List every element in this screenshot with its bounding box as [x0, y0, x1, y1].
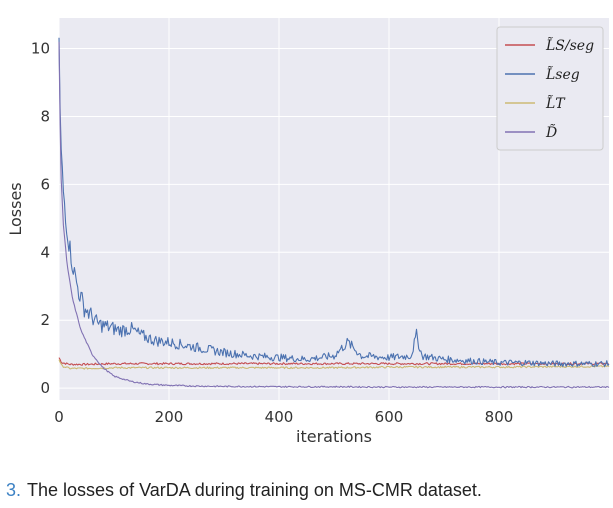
legend-label: L̃S/seg [545, 36, 594, 54]
x-tick-label: 600 [375, 408, 404, 426]
series-line [58, 41, 610, 389]
caption-number: 3. [6, 480, 22, 500]
series-line [58, 357, 610, 366]
x-tick-label: 0 [54, 408, 64, 426]
series-line [58, 359, 610, 370]
y-tick-label: 0 [40, 379, 50, 397]
y-tick-label: 4 [40, 243, 50, 261]
y-tick-label: 10 [31, 40, 50, 58]
figure-caption: 3. The losses of VarDA during training on… [6, 480, 482, 501]
legend-label: D̃ [545, 123, 557, 141]
y-tick-label: 2 [40, 311, 50, 329]
y-tick-label: 6 [40, 175, 50, 193]
legend-box [496, 26, 604, 151]
x-tick-label: 800 [485, 408, 514, 426]
y-axis-ticks: 0 2 4 6 8 10 [31, 40, 50, 398]
y-tick-label: 8 [40, 107, 50, 125]
series-line [58, 37, 610, 368]
x-axis-ticks: 0 200 400 600 800 [54, 408, 513, 426]
x-tick-label: 400 [265, 408, 294, 426]
legend: L̃S/seg L̃seg L̃T D̃ [496, 26, 604, 151]
caption-text: The losses of VarDA during training on M… [27, 480, 482, 500]
legend-label: L̃T [545, 94, 566, 112]
legend-label: L̃seg [545, 65, 580, 83]
x-tick-label: 200 [155, 408, 184, 426]
y-axis-label: Losses [6, 182, 25, 235]
series-lines [58, 37, 610, 389]
x-axis-label: iterations [296, 427, 372, 446]
